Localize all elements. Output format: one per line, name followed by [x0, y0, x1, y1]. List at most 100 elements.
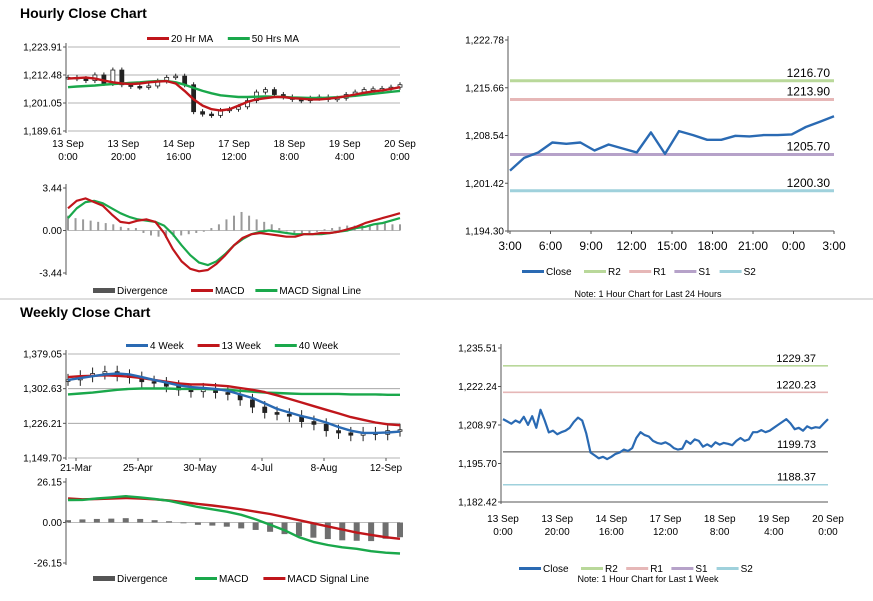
hourly-macd-divergence-bar — [157, 230, 160, 237]
weekly-pivot-x-tick-time: 20:00 — [545, 527, 570, 538]
hourly-macd-divergence-bar — [119, 226, 122, 231]
hourly-macd-divergence-bar — [285, 230, 288, 232]
hourly-pivot-note: Note: 1 Hour Chart for Last 24 Hours — [574, 289, 722, 299]
hourly-macd-divergence-bar — [127, 228, 130, 231]
weekly-pivot-x-tick-time: 0:00 — [493, 527, 513, 538]
weekly-close-candle — [397, 429, 403, 432]
hourly-pivot-r2-value: 1216.70 — [787, 66, 831, 80]
hourly-macd-divergence-bar — [210, 228, 213, 231]
hourly-macd-divergence-bar — [225, 219, 228, 231]
weekly-legend-label: 40 Week — [299, 341, 339, 352]
weekly-macd-divergence-bar — [267, 522, 274, 532]
weekly-close-y-tick: 1,379.05 — [23, 350, 62, 361]
weekly-close-candle — [262, 406, 268, 413]
weekly-macd-divergence-bar — [238, 522, 245, 529]
weekly-pivot-x-tick-date: 13 Sep — [541, 514, 573, 525]
weekly-pivot-x-tick-time: 8:00 — [710, 527, 730, 538]
weekly-macd-divergence-bar — [93, 518, 100, 523]
weekly-pivot-x-tick-date: 18 Sep — [704, 514, 736, 525]
hourly-macd-divergence-bar — [187, 230, 190, 235]
weekly-pivot-y-tick: 1,222.24 — [458, 382, 497, 393]
hourly-close-x-tick-date: 13 Sep — [52, 139, 84, 150]
hourly-pivot-y-tick: 1,201.42 — [465, 179, 504, 190]
weekly-close-y-tick: 1,226.21 — [23, 419, 62, 430]
hourly-macd-divergence-bar — [104, 223, 107, 231]
hourly-macd-divergence-bar — [399, 224, 401, 231]
weekly-close-x-tick: 4-Jul — [251, 463, 273, 474]
hourly-macd-divergence-bar — [300, 230, 303, 235]
weekly-macd-divergence-bar — [252, 522, 259, 530]
weekly-macd-divergence-bar — [151, 520, 158, 523]
weekly-pivot-x-tick-date: 13 Sep — [487, 514, 519, 525]
weekly-macd-divergence-bar — [166, 521, 173, 523]
hourly-section-title: Hourly Close Chart — [20, 5, 147, 21]
hourly-close-x-tick-date: 13 Sep — [107, 139, 139, 150]
hourly-macd-divergence-bar — [316, 230, 318, 232]
hourly-macd-divergence-bar — [323, 229, 326, 231]
weekly-4wk-line — [67, 372, 401, 435]
weekly-macd-divergence-bar — [122, 518, 129, 523]
hourly-macd-divergence-bar — [82, 219, 85, 231]
hourly-macd-divergence-bar — [248, 215, 251, 231]
hourly-macd-divergence-bar — [278, 228, 281, 231]
weekly-macd-divergence-bar — [209, 522, 216, 526]
weekly-close-candle — [151, 381, 157, 384]
weekly-close-y-tick: 1,149.70 — [23, 454, 62, 465]
hourly-close-x-tick-time: 0:00 — [390, 152, 410, 163]
hourly-close-x-tick-time: 4:00 — [335, 152, 355, 163]
hourly-pivot-x-tick: 9:00 — [579, 239, 603, 253]
weekly-pivot-close-line — [502, 408, 829, 461]
hourly-pivot-x-tick: 6:00 — [539, 239, 563, 253]
weekly-pivot-y-tick: 1,195.70 — [458, 459, 497, 470]
hourly-legend-label: 20 Hr MA — [171, 34, 214, 45]
hourly-20hr-ma-line — [67, 76, 401, 112]
hourly-macd-legend-label: Divergence — [117, 286, 168, 297]
weekly-macd-divergence-bar — [295, 522, 302, 537]
weekly-macd-divergence-bar — [324, 522, 331, 540]
hourly-close-x-tick-date: 18 Sep — [273, 139, 305, 150]
weekly-section-title: Weekly Close Chart — [20, 304, 151, 320]
weekly-macd-divergence-bar — [382, 522, 389, 539]
hourly-macd-legend-label: MACD — [215, 286, 244, 297]
hourly-macd-divergence-bar — [89, 220, 92, 231]
weekly-macd-legend-swatch — [93, 576, 115, 581]
weekly-pivot-x-tick-time: 0:00 — [818, 527, 838, 538]
hourly-pivot-x-tick: 0:00 — [782, 239, 806, 253]
hourly-macd-divergence-bar — [376, 223, 379, 231]
weekly-close-candle — [336, 430, 341, 434]
weekly-pivot-y-tick: 1,208.97 — [458, 421, 497, 432]
weekly-pivot-x-tick-date: 17 Sep — [650, 514, 682, 525]
hourly-macd-divergence-bar — [368, 224, 371, 231]
weekly-pivot-legend-label: R1 — [650, 564, 663, 575]
weekly-pivot-r2-value: 1229.37 — [776, 353, 816, 365]
hourly-close-y-tick: 1,212.48 — [23, 71, 62, 82]
hourly-macd-legend-label: MACD Signal Line — [279, 286, 361, 297]
weekly-pivot-y-tick: 1,182.42 — [458, 498, 497, 509]
weekly-close-candle — [250, 399, 255, 408]
weekly-pivot-x-tick-date: 19 Sep — [758, 514, 790, 525]
weekly-macd-y-tick: 26.15 — [37, 478, 62, 489]
weekly-13wk-line — [67, 374, 401, 427]
weekly-close-x-tick: 8-Aug — [311, 463, 338, 474]
hourly-close-candle — [271, 89, 277, 95]
weekly-pivot-legend-label: S1 — [695, 564, 708, 575]
weekly-pivot-legend-label: R2 — [605, 564, 618, 575]
hourly-pivot-legend-label: S1 — [698, 267, 711, 278]
weekly-close-candle — [348, 432, 354, 436]
weekly-close-candle — [286, 413, 292, 417]
hourly-pivot-x-tick: 18:00 — [697, 239, 727, 253]
weekly-pivot-s1-value: 1199.73 — [777, 439, 816, 451]
weekly-macd-signal-line — [67, 496, 401, 540]
hourly-pivot-legend-label: S2 — [744, 267, 757, 278]
weekly-macd-divergence-bar — [397, 522, 403, 538]
weekly-legend-label: 13 Week — [222, 341, 262, 352]
hourly-pivot-s1-value: 1205.70 — [787, 140, 831, 154]
weekly-macd-divergence-bar — [137, 518, 144, 523]
weekly-close-candle — [311, 421, 317, 425]
weekly-close-candle — [225, 392, 231, 395]
hourly-macd-divergence-bar — [293, 230, 296, 233]
hourly-macd-divergence-bar — [270, 224, 273, 231]
weekly-pivot-x-tick-time: 12:00 — [653, 527, 678, 538]
hourly-macd-y-tick: 3.44 — [43, 184, 63, 195]
weekly-pivot-s2-value: 1188.37 — [777, 472, 816, 484]
